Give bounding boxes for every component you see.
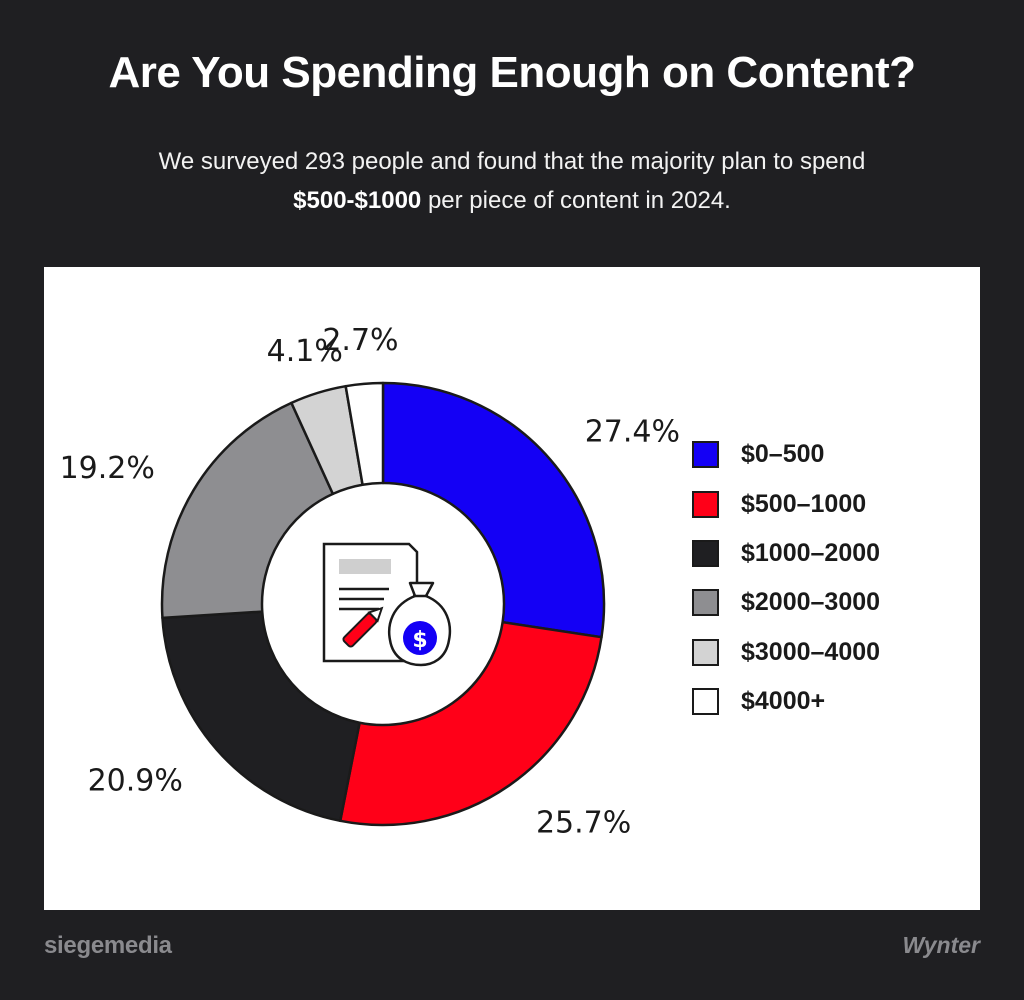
donut-chart: 27.4% 25.7% 20.9% 19.2% 4.1%2.7% $ — [60, 323, 680, 841]
legend-swatch — [692, 638, 719, 666]
legend-swatch — [692, 490, 719, 518]
contract-money-bag-icon: $ — [322, 542, 452, 667]
legend-label: $4000+ — [741, 687, 826, 716]
legend-label: $0–500 — [741, 440, 825, 469]
siegemedia-logo: siegemedia — [44, 932, 172, 959]
percent-label-1: 27.4% — [585, 415, 680, 450]
legend-swatch — [692, 539, 719, 567]
percent-label-5: 4.1% — [267, 334, 343, 369]
percent-labels: 27.4% 25.7% 20.9% 19.2% 4.1%2.7% — [60, 323, 680, 841]
legend-label: $2000–3000 — [741, 588, 881, 617]
legend-item-1: $0–500 — [692, 430, 880, 479]
donut-slice-4 — [160, 401, 335, 620]
percent-label-6: 2.7% — [322, 323, 398, 358]
donut-slices — [160, 381, 606, 827]
wynter-logo: Wynter — [902, 932, 980, 958]
donut-slice-2 — [338, 620, 603, 827]
legend-swatch — [692, 589, 719, 617]
percent-label-4: 19.2% — [60, 451, 155, 486]
legend-swatch — [692, 688, 719, 716]
legend-swatch — [692, 441, 719, 469]
donut-slice-6 — [344, 381, 385, 486]
percent-label-2: 25.7% — [536, 806, 631, 841]
legend-item-6: $4000+ — [692, 677, 880, 726]
chart-subtitle: We surveyed 293 people and found that th… — [112, 142, 912, 220]
legend-item-5: $3000–4000 — [692, 628, 880, 677]
legend-label: $3000–4000 — [741, 637, 881, 666]
legend-label: $500–1000 — [741, 489, 867, 518]
percent-label-3: 20.9% — [88, 763, 183, 798]
donut-slice-1 — [381, 381, 606, 639]
donut-slice-3 — [161, 610, 361, 823]
subtitle-highlight: $500-$1000 — [293, 187, 422, 214]
legend-item-2: $500–1000 — [692, 479, 880, 528]
svg-text:$: $ — [412, 628, 427, 653]
chart-panel: 27.4% 25.7% 20.9% 19.2% 4.1% 2.7% $ $0–500 $50… — [44, 267, 980, 910]
legend-label: $1000–2000 — [741, 538, 881, 567]
subtitle-text-start: We surveyed 293 people and found that th… — [158, 148, 866, 175]
chart-title: Are You Spending Enough on Content? — [108, 48, 916, 97]
legend-item-4: $2000–3000 — [692, 578, 880, 627]
chart-legend: $0–500 $500–1000 $1000–2000 $2000–3000 $3000… — [692, 430, 880, 726]
subtitle-text-end: per piece of content in 2024. — [421, 187, 731, 214]
legend-item-3: $1000–2000 — [692, 529, 880, 578]
